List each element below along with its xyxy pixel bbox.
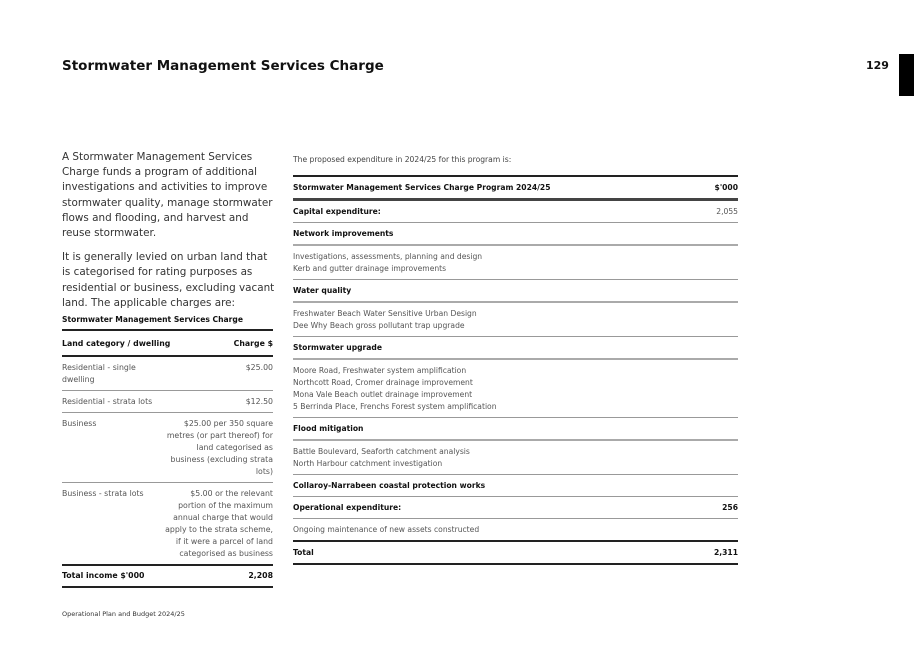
list-item: Kerb and gutter drainage improvements xyxy=(293,264,447,273)
total-label: Total income $'000 xyxy=(62,571,145,580)
list-item: Mona Vale Beach outlet drainage improvem… xyxy=(293,390,473,399)
capital-label: Capital expenditure: xyxy=(293,207,381,216)
header-cell: Charge $ xyxy=(233,339,273,348)
category-cell: Business xyxy=(62,419,97,428)
intro-text: A Stormwater Management Services Charge … xyxy=(62,150,277,320)
capital-row: Capital expenditure: 2,055 xyxy=(293,201,738,223)
section-heading: Water quality xyxy=(293,280,738,303)
section-heading: Collaroy-Narrabeen coastal protection wo… xyxy=(293,475,738,497)
capital-value: 2,055 xyxy=(716,207,738,216)
total-value: 2,208 xyxy=(248,571,273,580)
list-item: Northcott Road, Cromer drainage improvem… xyxy=(293,378,473,387)
operational-label: Operational expenditure: xyxy=(293,503,402,512)
page-tab-marker xyxy=(899,54,914,96)
category-cell: Residential - strata lots xyxy=(62,397,153,406)
table-header: Land category / dwelling Charge $ xyxy=(62,329,273,357)
section-items: Moore Road, Freshwater system amplificat… xyxy=(293,360,738,418)
charge-cell: $25.00 xyxy=(245,363,273,372)
page-title: Stormwater Management Services Charge xyxy=(62,58,384,74)
list-item: Moore Road, Freshwater system amplificat… xyxy=(293,366,467,375)
header-cell: $'000 xyxy=(714,183,738,192)
list-item: North Harbour catchment investigation xyxy=(293,459,443,468)
section-items: Investigations, assessments, planning an… xyxy=(293,246,738,280)
table-row: Business - strata lots $5.00 or the relev… xyxy=(62,483,273,565)
page-footer: Operational Plan and Budget 2024/25 xyxy=(62,610,185,618)
header-cell: Stormwater Management Services Charge Pr… xyxy=(293,183,551,192)
table-row: Business $25.00 per 350 square metres (or… xyxy=(62,413,273,483)
intro-paragraph: A Stormwater Management Services Charge … xyxy=(62,151,273,240)
total-row: Total 2,311 xyxy=(293,540,738,565)
section-name: Water quality xyxy=(293,286,352,295)
section-items: Freshwater Beach Water Sensitive Urban D… xyxy=(293,303,738,337)
section-heading: Stormwater upgrade xyxy=(293,337,738,360)
intro-paragraph: It is generally levied on urban land tha… xyxy=(62,251,275,309)
section-items: Battle Boulevard, Seaforth catchment ana… xyxy=(293,441,738,475)
operational-row: Operational expenditure: 256 xyxy=(293,497,738,519)
operational-value: 256 xyxy=(722,503,738,512)
table-row: Residential - single dwelling $25.00 xyxy=(62,357,273,391)
list-item: Investigations, assessments, planning an… xyxy=(293,252,483,261)
charges-table-title: Stormwater Management Services Charge xyxy=(62,315,243,324)
section-heading: Network improvements xyxy=(293,223,738,246)
section-name: Network improvements xyxy=(293,229,394,238)
category-cell: Business - strata lots xyxy=(62,489,144,498)
table-header: Stormwater Management Services Charge Pr… xyxy=(293,175,738,201)
page-number: 129 xyxy=(866,59,889,72)
total-value: 2,311 xyxy=(713,548,738,557)
list-item: Ongoing maintenance of new assets constr… xyxy=(293,525,480,534)
list-item: Battle Boulevard, Seaforth catchment ana… xyxy=(293,447,470,456)
section-name: Stormwater upgrade xyxy=(293,343,383,352)
category-cell: Residential - single dwelling xyxy=(62,363,136,384)
table-row: Residential - strata lots $12.50 xyxy=(62,391,273,413)
section-heading: Flood mitigation xyxy=(293,418,738,441)
charge-cell: $25.00 per 350 square metres (or part th… xyxy=(166,419,273,476)
operational-items: Ongoing maintenance of new assets constr… xyxy=(293,519,738,541)
total-row: Total income $'000 2,208 xyxy=(62,564,273,588)
program-intro: The proposed expenditure in 2024/25 for … xyxy=(293,155,512,164)
charge-cell: $5.00 or the relevant portion of the max… xyxy=(165,489,273,558)
list-item: Freshwater Beach Water Sensitive Urban D… xyxy=(293,309,477,318)
program-table: Stormwater Management Services Charge Pr… xyxy=(293,175,738,565)
total-label: Total xyxy=(293,548,314,557)
list-item: 5 Berrinda Place, Frenchs Forest system … xyxy=(293,402,497,411)
header-cell: Land category / dwelling xyxy=(62,339,171,348)
list-item: Dee Why Beach gross pollutant trap upgra… xyxy=(293,321,465,330)
charge-cell: $12.50 xyxy=(245,397,273,406)
section-name: Flood mitigation xyxy=(293,424,364,433)
section-name: Collaroy-Narrabeen coastal protection wo… xyxy=(293,481,486,490)
charges-table: Land category / dwelling Charge $ Reside… xyxy=(62,329,273,588)
